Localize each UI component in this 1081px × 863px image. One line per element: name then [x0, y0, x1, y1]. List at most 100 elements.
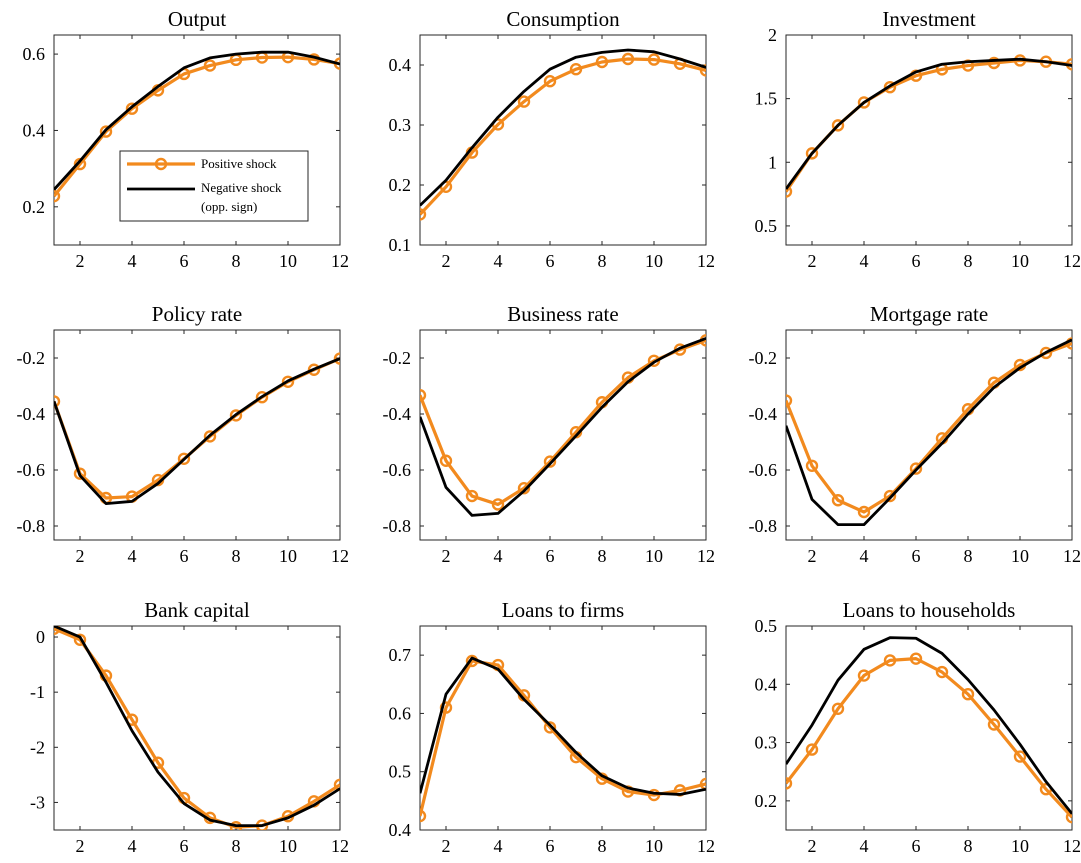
- data-point-positive: [229, 409, 243, 422]
- y-tick-label: 0.3: [755, 733, 778, 753]
- series-line-negative: [420, 337, 706, 517]
- y-tick-label: 0.6: [389, 703, 412, 723]
- data-point-positive: [621, 52, 635, 66]
- data-point-positive: [786, 777, 793, 790]
- y-tick-label: -0.2: [383, 348, 412, 368]
- series-negative: [786, 338, 1072, 526]
- data-point-positive: [491, 498, 505, 511]
- x-tick-label: 2: [808, 546, 817, 566]
- y-tick-label: 1: [768, 152, 777, 172]
- data-point-positive: [805, 147, 819, 160]
- x-tick-label: 2: [808, 251, 817, 271]
- axes-frame: [419, 329, 707, 541]
- axes-frame: [53, 329, 341, 541]
- data-point-positive: [569, 62, 583, 76]
- panel-title: Mortgage rate: [870, 302, 988, 326]
- axes-frame: [785, 329, 1073, 541]
- x-tick-label: 8: [598, 546, 607, 566]
- data-point-positive: [439, 454, 453, 467]
- x-tick-label: 10: [1011, 836, 1029, 856]
- x-tick-label: 4: [494, 836, 503, 856]
- data-point-positive: [54, 189, 61, 203]
- data-point-positive: [73, 467, 87, 480]
- data-point-positive: [420, 208, 427, 221]
- x-tick-label: 4: [494, 251, 503, 271]
- x-tick-label: 10: [1011, 251, 1029, 271]
- y-tick-label: 0.4: [389, 55, 412, 75]
- data-point-positive: [255, 391, 269, 404]
- data-point-positive: [99, 125, 113, 138]
- x-tick-label: 10: [645, 251, 663, 271]
- y-tick-label: -0.8: [383, 516, 412, 536]
- data-point-positive: [857, 505, 871, 519]
- data-point-positive: [1065, 810, 1072, 824]
- data-point-positive: [647, 788, 661, 802]
- x-tick-label: 8: [964, 251, 973, 271]
- y-tick-label: 0.2: [755, 791, 778, 811]
- data-point-positive: [831, 494, 845, 507]
- x-tick-label: 6: [180, 546, 189, 566]
- y-tick-label: 1.5: [755, 89, 778, 109]
- axes-frame: [419, 34, 707, 246]
- x-tick-label: 4: [860, 251, 869, 271]
- data-point-positive: [420, 809, 427, 823]
- panel-loans-to-households: Loans to households 2 4 6 8 10 12 0.2 0.3 0.4 0.5: [755, 598, 1081, 856]
- series-line-positive: [54, 357, 340, 500]
- series-line-positive: [786, 341, 1072, 514]
- series-negative: [420, 48, 706, 207]
- panel-policy-rate: Policy rate 2 4 6 8 10 12 -0.8 -0.6 -0.4 -0.2: [17, 302, 350, 566]
- x-tick-label: 6: [546, 251, 555, 271]
- x-tick-label: 10: [279, 546, 297, 566]
- y-tick-label: -0.8: [17, 516, 46, 536]
- series-line-negative: [420, 656, 706, 796]
- y-tick-label: 0.3: [389, 115, 412, 135]
- data-point-positive: [831, 702, 845, 715]
- x-tick-label: 8: [598, 251, 607, 271]
- series-negative: [420, 656, 706, 796]
- series-negative: [54, 50, 340, 191]
- y-tick-label: -0.4: [749, 404, 778, 424]
- legend-marker-positive: [154, 157, 168, 171]
- x-tick-label: 2: [76, 546, 85, 566]
- x-tick-label: 12: [1063, 251, 1081, 271]
- y-tick-label: -1: [30, 682, 45, 702]
- series-positive: [54, 626, 340, 830]
- data-point-positive: [203, 59, 217, 72]
- x-tick-label: 12: [697, 836, 715, 856]
- series-line-negative: [786, 636, 1072, 815]
- x-tick-label: 6: [180, 836, 189, 856]
- series-positive: [786, 337, 1072, 519]
- x-tick-label: 12: [697, 251, 715, 271]
- series-positive: [420, 334, 706, 511]
- y-tick-label: -2: [30, 737, 45, 757]
- data-point-positive: [699, 777, 706, 791]
- legend-label-positive: Positive shock: [201, 156, 277, 171]
- y-tick-label: 0.1: [389, 235, 412, 255]
- panel-title: Investment: [882, 7, 975, 31]
- x-tick-label: 4: [860, 836, 869, 856]
- series-line-negative: [54, 357, 340, 506]
- data-point-positive: [909, 652, 923, 665]
- axes-frame: [53, 34, 341, 246]
- axes-frame: [785, 34, 1073, 246]
- data-point-positive: [439, 701, 453, 714]
- x-tick-label: 12: [1063, 546, 1081, 566]
- data-point-positive: [786, 394, 793, 407]
- data-point-positive: [857, 669, 871, 682]
- series-line-positive: [54, 627, 340, 829]
- panel-title: Business rate: [507, 302, 618, 326]
- panel-title: Loans to firms: [502, 598, 624, 622]
- y-tick-label: 0.4: [23, 120, 46, 140]
- x-tick-label: 2: [442, 546, 451, 566]
- x-tick-label: 2: [808, 836, 817, 856]
- x-tick-label: 6: [180, 251, 189, 271]
- data-point-positive: [883, 654, 897, 667]
- panel-title: Loans to households: [843, 598, 1016, 622]
- data-point-positive: [125, 102, 139, 115]
- x-tick-label: 12: [331, 546, 349, 566]
- legend-label-negative: Negative shock: [201, 180, 282, 195]
- x-tick-label: 8: [232, 546, 241, 566]
- panel-business-rate: Business rate 2 4 6 8 10 12 -0.8 -0.6 -0.4 -0.2: [383, 302, 716, 566]
- data-point-positive: [307, 363, 321, 376]
